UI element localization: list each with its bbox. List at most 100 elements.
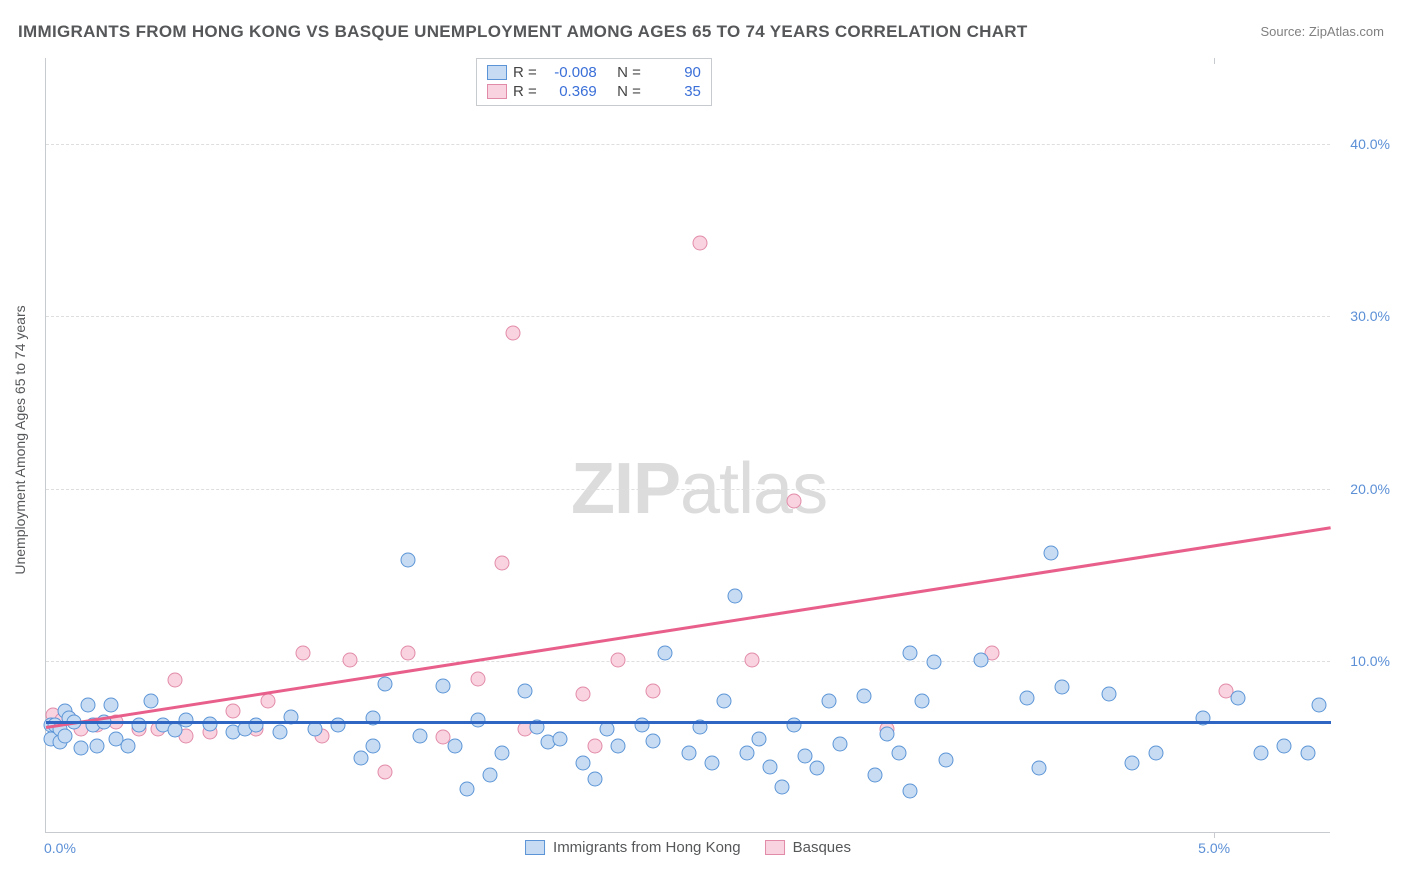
source-attribution: Source: ZipAtlas.com: [1260, 24, 1384, 39]
scatter-point: [744, 652, 759, 667]
scatter-point: [90, 738, 105, 753]
gridline: [46, 144, 1330, 145]
scatter-point: [459, 781, 474, 796]
scatter-point: [926, 654, 941, 669]
scatter-point: [447, 738, 462, 753]
ytick-label: 30.0%: [1350, 308, 1390, 324]
scatter-point: [798, 749, 813, 764]
source-link[interactable]: ZipAtlas.com: [1309, 24, 1384, 39]
legend-label-blue: Immigrants from Hong Kong: [553, 839, 741, 856]
scatter-point: [1312, 697, 1327, 712]
source-label: Source:: [1260, 24, 1308, 39]
scatter-point: [401, 645, 416, 660]
scatter-point: [471, 671, 486, 686]
scatter-point: [1125, 756, 1140, 771]
scatter-point: [494, 745, 509, 760]
scatter-point: [1230, 690, 1245, 705]
scatter-point: [104, 697, 119, 712]
scatter-point: [634, 718, 649, 733]
ytick-label: 40.0%: [1350, 136, 1390, 152]
scatter-point: [167, 673, 182, 688]
scatter-point: [751, 732, 766, 747]
n-value-pink: 35: [647, 83, 701, 100]
scatter-point: [249, 718, 264, 733]
scatter-point: [401, 552, 416, 567]
scatter-point: [915, 694, 930, 709]
scatter-point: [786, 718, 801, 733]
scatter-point: [120, 738, 135, 753]
scatter-point: [482, 768, 497, 783]
scatter-point: [1253, 745, 1268, 760]
scatter-point: [576, 756, 591, 771]
scatter-point: [611, 652, 626, 667]
scatter-point: [716, 694, 731, 709]
scatter-point: [57, 728, 72, 743]
scatter-point: [354, 750, 369, 765]
scatter-point: [366, 738, 381, 753]
swatch-blue: [525, 840, 545, 855]
scatter-point: [868, 768, 883, 783]
scatter-point: [1300, 745, 1315, 760]
scatter-point: [517, 683, 532, 698]
trendline: [46, 526, 1331, 728]
xtick-mark: [1214, 58, 1215, 64]
scatter-point: [412, 728, 427, 743]
scatter-point: [576, 687, 591, 702]
scatter-point: [646, 683, 661, 698]
scatter-point: [74, 740, 89, 755]
scatter-point: [296, 645, 311, 660]
scatter-point: [377, 764, 392, 779]
scatter-point: [588, 771, 603, 786]
scatter-point: [1277, 738, 1292, 753]
stats-legend: R = -0.008 N = 90 R = 0.369 N = 35: [476, 58, 712, 106]
stats-row-blue: R = -0.008 N = 90: [487, 63, 701, 82]
swatch-pink: [487, 84, 507, 99]
plot-area: ZIPatlas R = -0.008 N = 90 R = 0.369 N =…: [45, 58, 1330, 833]
scatter-point: [132, 718, 147, 733]
scatter-point: [704, 756, 719, 771]
scatter-point: [260, 694, 275, 709]
trendline: [46, 721, 1331, 724]
n-label: N =: [617, 64, 641, 81]
scatter-point: [1043, 546, 1058, 561]
scatter-point: [728, 589, 743, 604]
scatter-point: [377, 676, 392, 691]
scatter-point: [144, 694, 159, 709]
scatter-point: [494, 556, 509, 571]
scatter-point: [739, 745, 754, 760]
scatter-point: [272, 725, 287, 740]
scatter-point: [553, 732, 568, 747]
r-label: R =: [513, 83, 537, 100]
scatter-point: [774, 780, 789, 795]
scatter-point: [973, 652, 988, 667]
swatch-blue: [487, 65, 507, 80]
r-label: R =: [513, 64, 537, 81]
gridline: [46, 489, 1330, 490]
scatter-point: [81, 697, 96, 712]
gridline: [46, 661, 1330, 662]
gridline: [46, 316, 1330, 317]
n-value-blue: 90: [647, 64, 701, 81]
r-value-pink: 0.369: [543, 83, 597, 100]
xtick-label: 0.0%: [44, 840, 76, 856]
scatter-point: [588, 738, 603, 753]
scatter-point: [903, 783, 918, 798]
scatter-point: [821, 694, 836, 709]
scatter-point: [810, 761, 825, 776]
scatter-point: [1020, 690, 1035, 705]
scatter-point: [1055, 680, 1070, 695]
legend-item-pink: Basques: [765, 839, 851, 856]
scatter-point: [342, 652, 357, 667]
ytick-label: 10.0%: [1350, 653, 1390, 669]
scatter-point: [856, 688, 871, 703]
scatter-point: [681, 745, 696, 760]
scatter-point: [436, 678, 451, 693]
xtick-label: 5.0%: [1198, 840, 1230, 856]
y-axis-label: Unemployment Among Ages 65 to 74 years: [12, 305, 28, 574]
scatter-point: [611, 738, 626, 753]
scatter-point: [938, 752, 953, 767]
scatter-point: [1031, 761, 1046, 776]
scatter-point: [693, 236, 708, 251]
scatter-point: [763, 759, 778, 774]
n-label: N =: [617, 83, 641, 100]
